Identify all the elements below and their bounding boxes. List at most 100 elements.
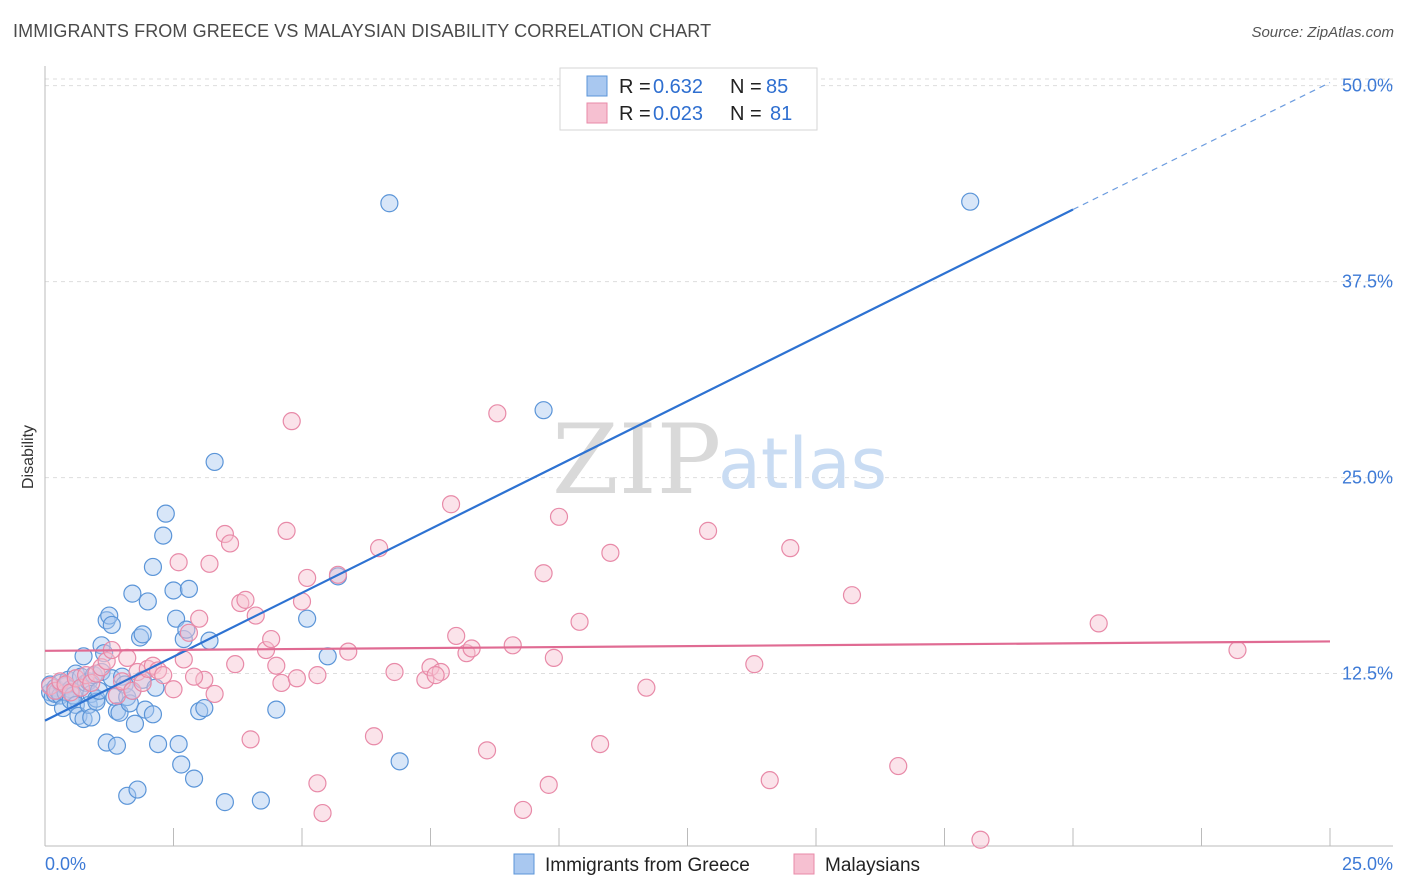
point-malaysians: [1228, 640, 1247, 660]
legend-r-value-1: 0.632: [653, 76, 703, 98]
point-malaysians: [971, 830, 990, 849]
point-greece: [107, 736, 127, 755]
y-tick-label: 50.0%: [1342, 76, 1393, 96]
point-malaysians: [205, 684, 224, 704]
point-malaysians: [842, 586, 862, 605]
bottom-legend-swatch-blue: [513, 853, 535, 875]
point-greece: [143, 557, 163, 577]
point-malaysians: [364, 727, 384, 746]
point-malaysians: [513, 800, 533, 820]
point-greece: [74, 647, 93, 666]
point-greece: [318, 647, 337, 666]
legend-n-label-2: N =: [730, 103, 762, 125]
point-greece: [128, 780, 147, 799]
point-malaysians: [118, 648, 137, 667]
point-greece: [118, 786, 137, 805]
bottom-legend-label-greece: Immigrants from Greece: [545, 855, 750, 876]
point-greece: [164, 581, 183, 600]
point-greece: [130, 628, 150, 647]
point-malaysians: [637, 678, 656, 697]
point-malaysians: [61, 683, 80, 702]
point-greece: [143, 705, 163, 724]
point-malaysians: [262, 629, 281, 649]
axis-layer: 12.5% 25.0% 37.5% 50.0% 0.0% 25.0%: [44, 66, 1393, 874]
y-tick-label: 12.5%: [1342, 664, 1393, 684]
point-greece: [205, 452, 224, 472]
point-malaysians: [236, 590, 255, 609]
point-greece: [298, 609, 317, 628]
watermark: ZIP atlas: [552, 404, 887, 516]
point-malaysians: [164, 680, 183, 699]
point-malaysians: [287, 669, 306, 688]
point-malaysians: [220, 534, 240, 553]
point-malaysians: [184, 667, 204, 686]
legend-r-value-2: 0.023: [653, 103, 703, 125]
point-malaysians: [745, 655, 764, 674]
point-malaysians: [549, 507, 569, 526]
legend-swatch-blue: [586, 75, 608, 97]
correlation-legend: R = 0.632 N = 85 R = 0.023 N = 81: [559, 67, 818, 131]
point-malaysians: [431, 662, 450, 682]
point-greece: [154, 526, 173, 545]
watermark-zip: ZIP: [552, 404, 721, 516]
point-malaysians: [477, 741, 497, 760]
point-malaysians: [46, 681, 65, 700]
y-tick-label: 25.0%: [1342, 468, 1393, 488]
point-malaysians: [272, 673, 291, 693]
point-malaysians: [82, 673, 101, 693]
point-greece: [133, 625, 152, 644]
point-malaysians: [154, 666, 173, 685]
point-malaysians: [282, 412, 301, 431]
point-greece: [184, 769, 204, 788]
point-malaysians: [1089, 614, 1108, 633]
grid-layer: [45, 78, 1393, 675]
point-greece: [190, 702, 209, 721]
point-malaysians: [308, 774, 327, 793]
point-malaysians: [277, 521, 296, 540]
trend-line-malaysians: [44, 640, 1331, 652]
point-greece: [195, 698, 214, 718]
point-malaysians: [97, 651, 116, 671]
legend-r-label-2: R =: [619, 103, 651, 125]
point-malaysians: [267, 656, 286, 675]
point-malaysians: [133, 673, 152, 693]
point-malaysians: [426, 666, 445, 685]
point-malaysians: [591, 735, 610, 754]
point-greece: [169, 735, 188, 754]
point-malaysians: [195, 670, 214, 689]
point-malaysians: [698, 521, 718, 540]
legend-r-label-1: R =: [619, 76, 651, 98]
trend-layer: [44, 82, 1331, 722]
point-malaysians: [200, 554, 219, 573]
point-malaysians: [488, 404, 507, 423]
point-greece: [380, 194, 399, 213]
point-greece: [148, 735, 168, 754]
point-greece: [102, 615, 121, 635]
series-legend: Immigrants from Greece Malaysians: [513, 853, 920, 876]
point-malaysians: [339, 642, 358, 661]
bottom-legend-swatch-pink: [793, 853, 815, 875]
y-axis-label: Disability: [20, 425, 37, 489]
point-greece: [97, 733, 116, 752]
point-greece: [267, 700, 286, 719]
point-malaysians: [179, 623, 199, 642]
points-layer: [41, 192, 1247, 849]
point-malaysians: [760, 771, 779, 790]
point-malaysians: [544, 648, 563, 667]
x-tick-label-max: 25.0%: [1342, 854, 1393, 874]
point-greece: [961, 192, 980, 211]
trend-line-greece: [44, 208, 1074, 722]
point-greece: [74, 709, 93, 729]
point-greece: [82, 708, 101, 727]
point-malaysians: [889, 756, 908, 776]
point-greece: [179, 579, 199, 599]
point-greece: [534, 401, 553, 420]
point-greece: [156, 504, 175, 523]
point-malaysians: [298, 568, 317, 588]
point-malaysians: [447, 626, 466, 646]
x-tick-label-min: 0.0%: [45, 854, 86, 874]
bottom-legend-label-malaysians: Malaysians: [825, 855, 920, 876]
watermark-atlas: atlas: [718, 423, 887, 505]
point-malaysians: [241, 730, 260, 749]
